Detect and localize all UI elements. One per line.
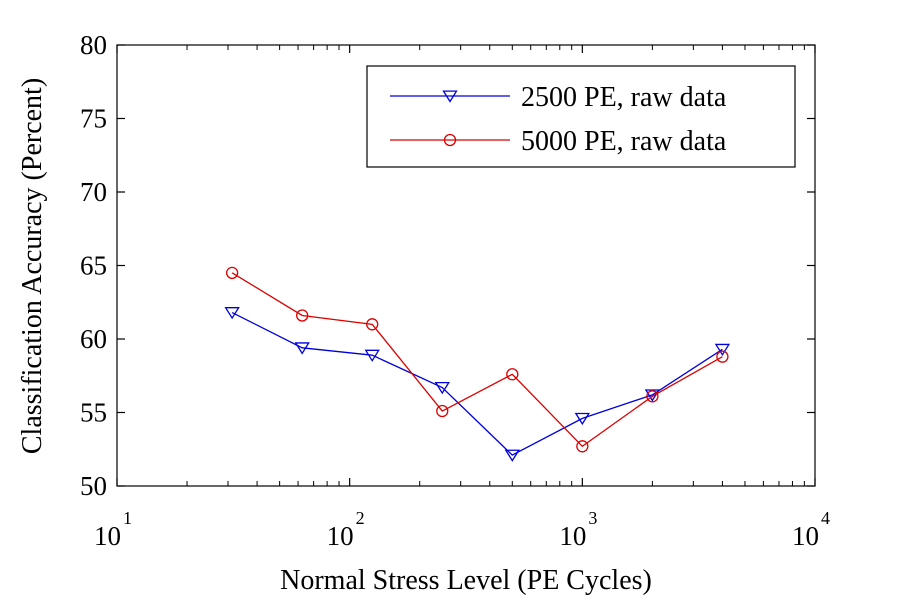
y-axis-title: Classification Accuracy (Percent) bbox=[17, 78, 48, 454]
series-2 bbox=[225, 266, 729, 453]
legend-marker bbox=[442, 90, 458, 103]
series-1 bbox=[224, 307, 731, 462]
x-tick-label-exponent: 4 bbox=[821, 508, 830, 528]
data-point bbox=[225, 266, 239, 280]
y-tick-label: 50 bbox=[80, 471, 107, 501]
legend-marker bbox=[443, 133, 457, 147]
legend-label: 5000 PE, raw data bbox=[521, 126, 727, 157]
y-tick-label: 70 bbox=[80, 177, 107, 207]
data-point bbox=[366, 318, 379, 331]
x-tick-label-base: 10 bbox=[327, 521, 354, 551]
series-line bbox=[231, 311, 723, 456]
x-tick-label: 103 bbox=[559, 508, 597, 551]
x-tick-label-base: 10 bbox=[94, 521, 121, 551]
legend-item: 5000 PE, raw data bbox=[390, 126, 727, 157]
y-tick-label: 65 bbox=[80, 251, 107, 281]
legend-label: 2500 PE, raw data bbox=[521, 82, 727, 113]
series-layer bbox=[224, 266, 731, 462]
data-point bbox=[646, 390, 659, 403]
x-tick-label: 102 bbox=[327, 508, 365, 551]
legend: 2500 PE, raw data 5000 PE, raw data bbox=[366, 65, 796, 168]
y-tick-label: 75 bbox=[80, 104, 107, 134]
x-tick-label-base: 10 bbox=[559, 521, 586, 551]
data-point bbox=[434, 381, 450, 395]
data-point bbox=[716, 350, 729, 363]
data-point bbox=[714, 343, 731, 357]
y-tick-label: 55 bbox=[80, 398, 107, 428]
x-tick-label: 104 bbox=[792, 508, 830, 551]
data-point bbox=[504, 449, 520, 462]
data-point bbox=[296, 309, 309, 322]
data-point bbox=[506, 368, 519, 381]
data-point bbox=[364, 349, 380, 362]
x-tick-label: 101 bbox=[94, 508, 132, 551]
legend-box bbox=[366, 65, 796, 168]
data-point bbox=[436, 404, 449, 418]
y-tick-label: 60 bbox=[80, 324, 107, 354]
data-point bbox=[224, 307, 240, 320]
y-tick-label: 80 bbox=[80, 30, 107, 60]
x-tick-label-base: 10 bbox=[792, 521, 819, 551]
x-axis-title: Normal Stress Level (PE Cycles) bbox=[280, 565, 652, 596]
data-point bbox=[294, 342, 310, 355]
legend-item: 2500 PE, raw data bbox=[390, 82, 727, 113]
series-line bbox=[231, 272, 723, 448]
x-tick-label-exponent: 3 bbox=[588, 508, 597, 528]
data-point bbox=[576, 440, 589, 453]
x-tick-label-exponent: 1 bbox=[123, 508, 132, 528]
data-point bbox=[574, 412, 591, 426]
x-tick-label-exponent: 2 bbox=[356, 508, 365, 528]
